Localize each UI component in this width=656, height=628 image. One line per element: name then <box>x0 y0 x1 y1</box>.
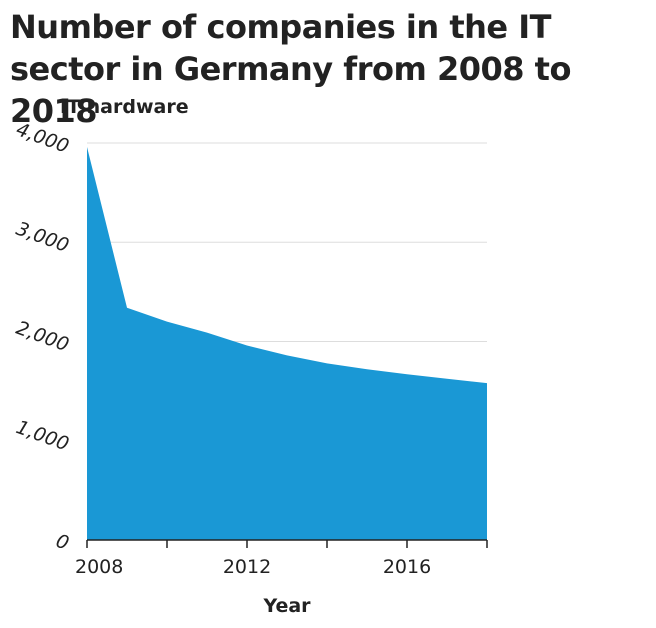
chart-title: Number of companies in the IT sector in … <box>10 8 571 130</box>
area-series <box>87 146 487 540</box>
y-tick-label: 1,000 <box>13 416 72 455</box>
x-tick-label: 2016 <box>383 556 431 578</box>
y-tick-label: 4,000 <box>13 118 72 157</box>
y-tick-label: 2,000 <box>13 317 72 356</box>
x-tick-label: 2012 <box>223 556 271 578</box>
y-tick-label: 3,000 <box>13 218 72 257</box>
y-tick-label: 0 <box>53 530 72 555</box>
axes <box>86 539 488 548</box>
x-axis-label: Year <box>262 595 311 617</box>
x-tick-labels: 2008 2012 2016 <box>75 556 431 578</box>
y-tick-labels: 0 1,000 2,000 3,000 4,000 <box>13 118 72 554</box>
y-axis-label: IT hardware <box>60 96 189 118</box>
x-tick-label: 2008 <box>75 556 123 578</box>
